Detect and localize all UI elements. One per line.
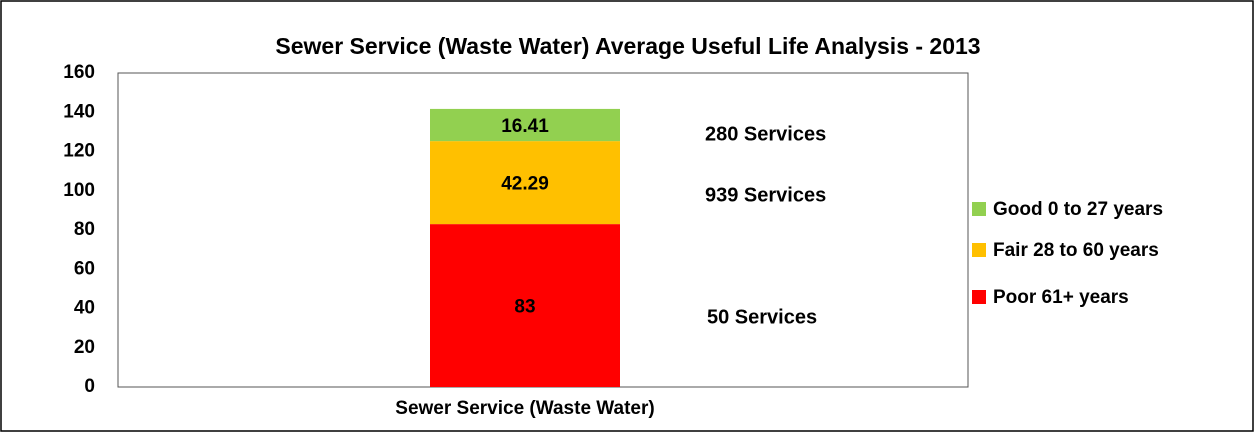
bar-segment [430,108,620,142]
data-label: 83 [514,297,535,318]
chart-title: Sewer Service (Waste Water) Average Usef… [275,33,980,59]
legend-swatch [972,290,986,304]
y-tick-label: 40 [74,298,95,319]
annotation: 50 Services [707,306,817,328]
legend-label: Fair 28 to 60 years [993,240,1159,261]
y-tick-label: 160 [63,62,95,83]
annotation: 280 Services [705,123,826,145]
annotation: 939 Services [705,184,826,206]
data-label: 16.41 [501,116,549,137]
legend-label: Poor 61+ years [993,287,1129,308]
data-label: 42.29 [501,174,549,195]
y-tick-label: 80 [74,219,95,240]
y-tick-label: 140 [63,101,95,122]
y-tick-label: 100 [63,180,95,201]
x-tick-label: Sewer Service (Waste Water) [395,398,654,419]
legend-swatch [972,202,986,216]
legend-label: Good 0 to 27 years [993,199,1163,220]
y-tick-label: 120 [63,141,95,162]
bar-segment [430,224,620,387]
y-tick-label: 0 [84,376,95,397]
legend-swatch [972,243,986,257]
bar-segment [430,141,620,225]
y-tick-label: 60 [74,258,95,279]
y-tick-label: 20 [74,337,95,358]
